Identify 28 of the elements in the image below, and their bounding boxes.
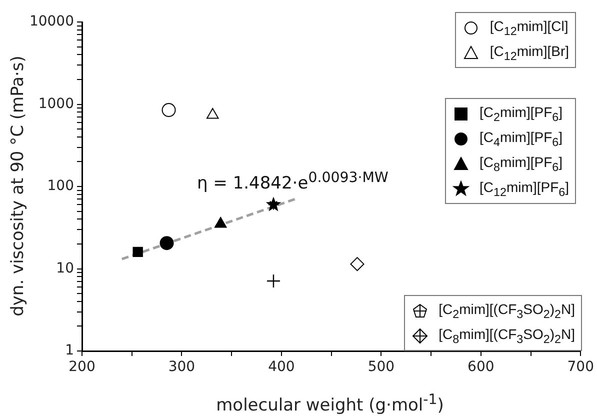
y-tick-label: 10 <box>56 260 74 276</box>
point <box>160 236 174 250</box>
point <box>206 108 219 119</box>
point <box>350 257 364 272</box>
x-tick-label: 700 <box>567 359 594 376</box>
x-tick-label: 400 <box>268 359 295 376</box>
annotation: η = 1.4842·e$^{0.0093·MW}$ <box>197 170 388 194</box>
y-tick-label: 1000 <box>38 96 74 112</box>
text: [C$_{8}$mim][(CF$_{3}$SO$_{2}$)$_{2}$N] <box>438 326 575 346</box>
point <box>266 274 281 288</box>
y-tick-label: 10000 <box>29 14 74 30</box>
legend-label: [C$_{12}$mim][Cl] <box>490 18 568 38</box>
legend-label: [C$_{12}$mim][PF$_{6}$] <box>480 178 569 198</box>
legend-label: [C$_{8}$mim][PF$_{6}$] <box>480 154 563 174</box>
x-tick-label: 300 <box>168 359 196 376</box>
x-axis-title: molecular weight (g·mol$^{-1}$) <box>216 392 444 416</box>
y-tick-label: 100 <box>47 178 74 194</box>
text: [C$_{2}$mim][(CF$_{3}$SO$_{2}$)$_{2}$N] <box>438 300 575 320</box>
x-tick-label: 200 <box>68 359 96 376</box>
x-tick-label: 500 <box>368 359 395 376</box>
point <box>214 217 227 228</box>
x-tick-label: 600 <box>468 359 494 376</box>
legend-label: [C$_{12}$mim][Br] <box>490 42 569 62</box>
y-tick-label: 1 <box>65 342 74 359</box>
legend-label: [C$_{4}$mim][PF$_{6}$] <box>480 128 563 148</box>
y-axis-title: dyn. viscosity at 90 °C (mPa·s) <box>8 56 28 316</box>
point <box>132 246 143 258</box>
legend-label: [C$_{2}$mim][PF$_{6}$] <box>480 104 563 124</box>
